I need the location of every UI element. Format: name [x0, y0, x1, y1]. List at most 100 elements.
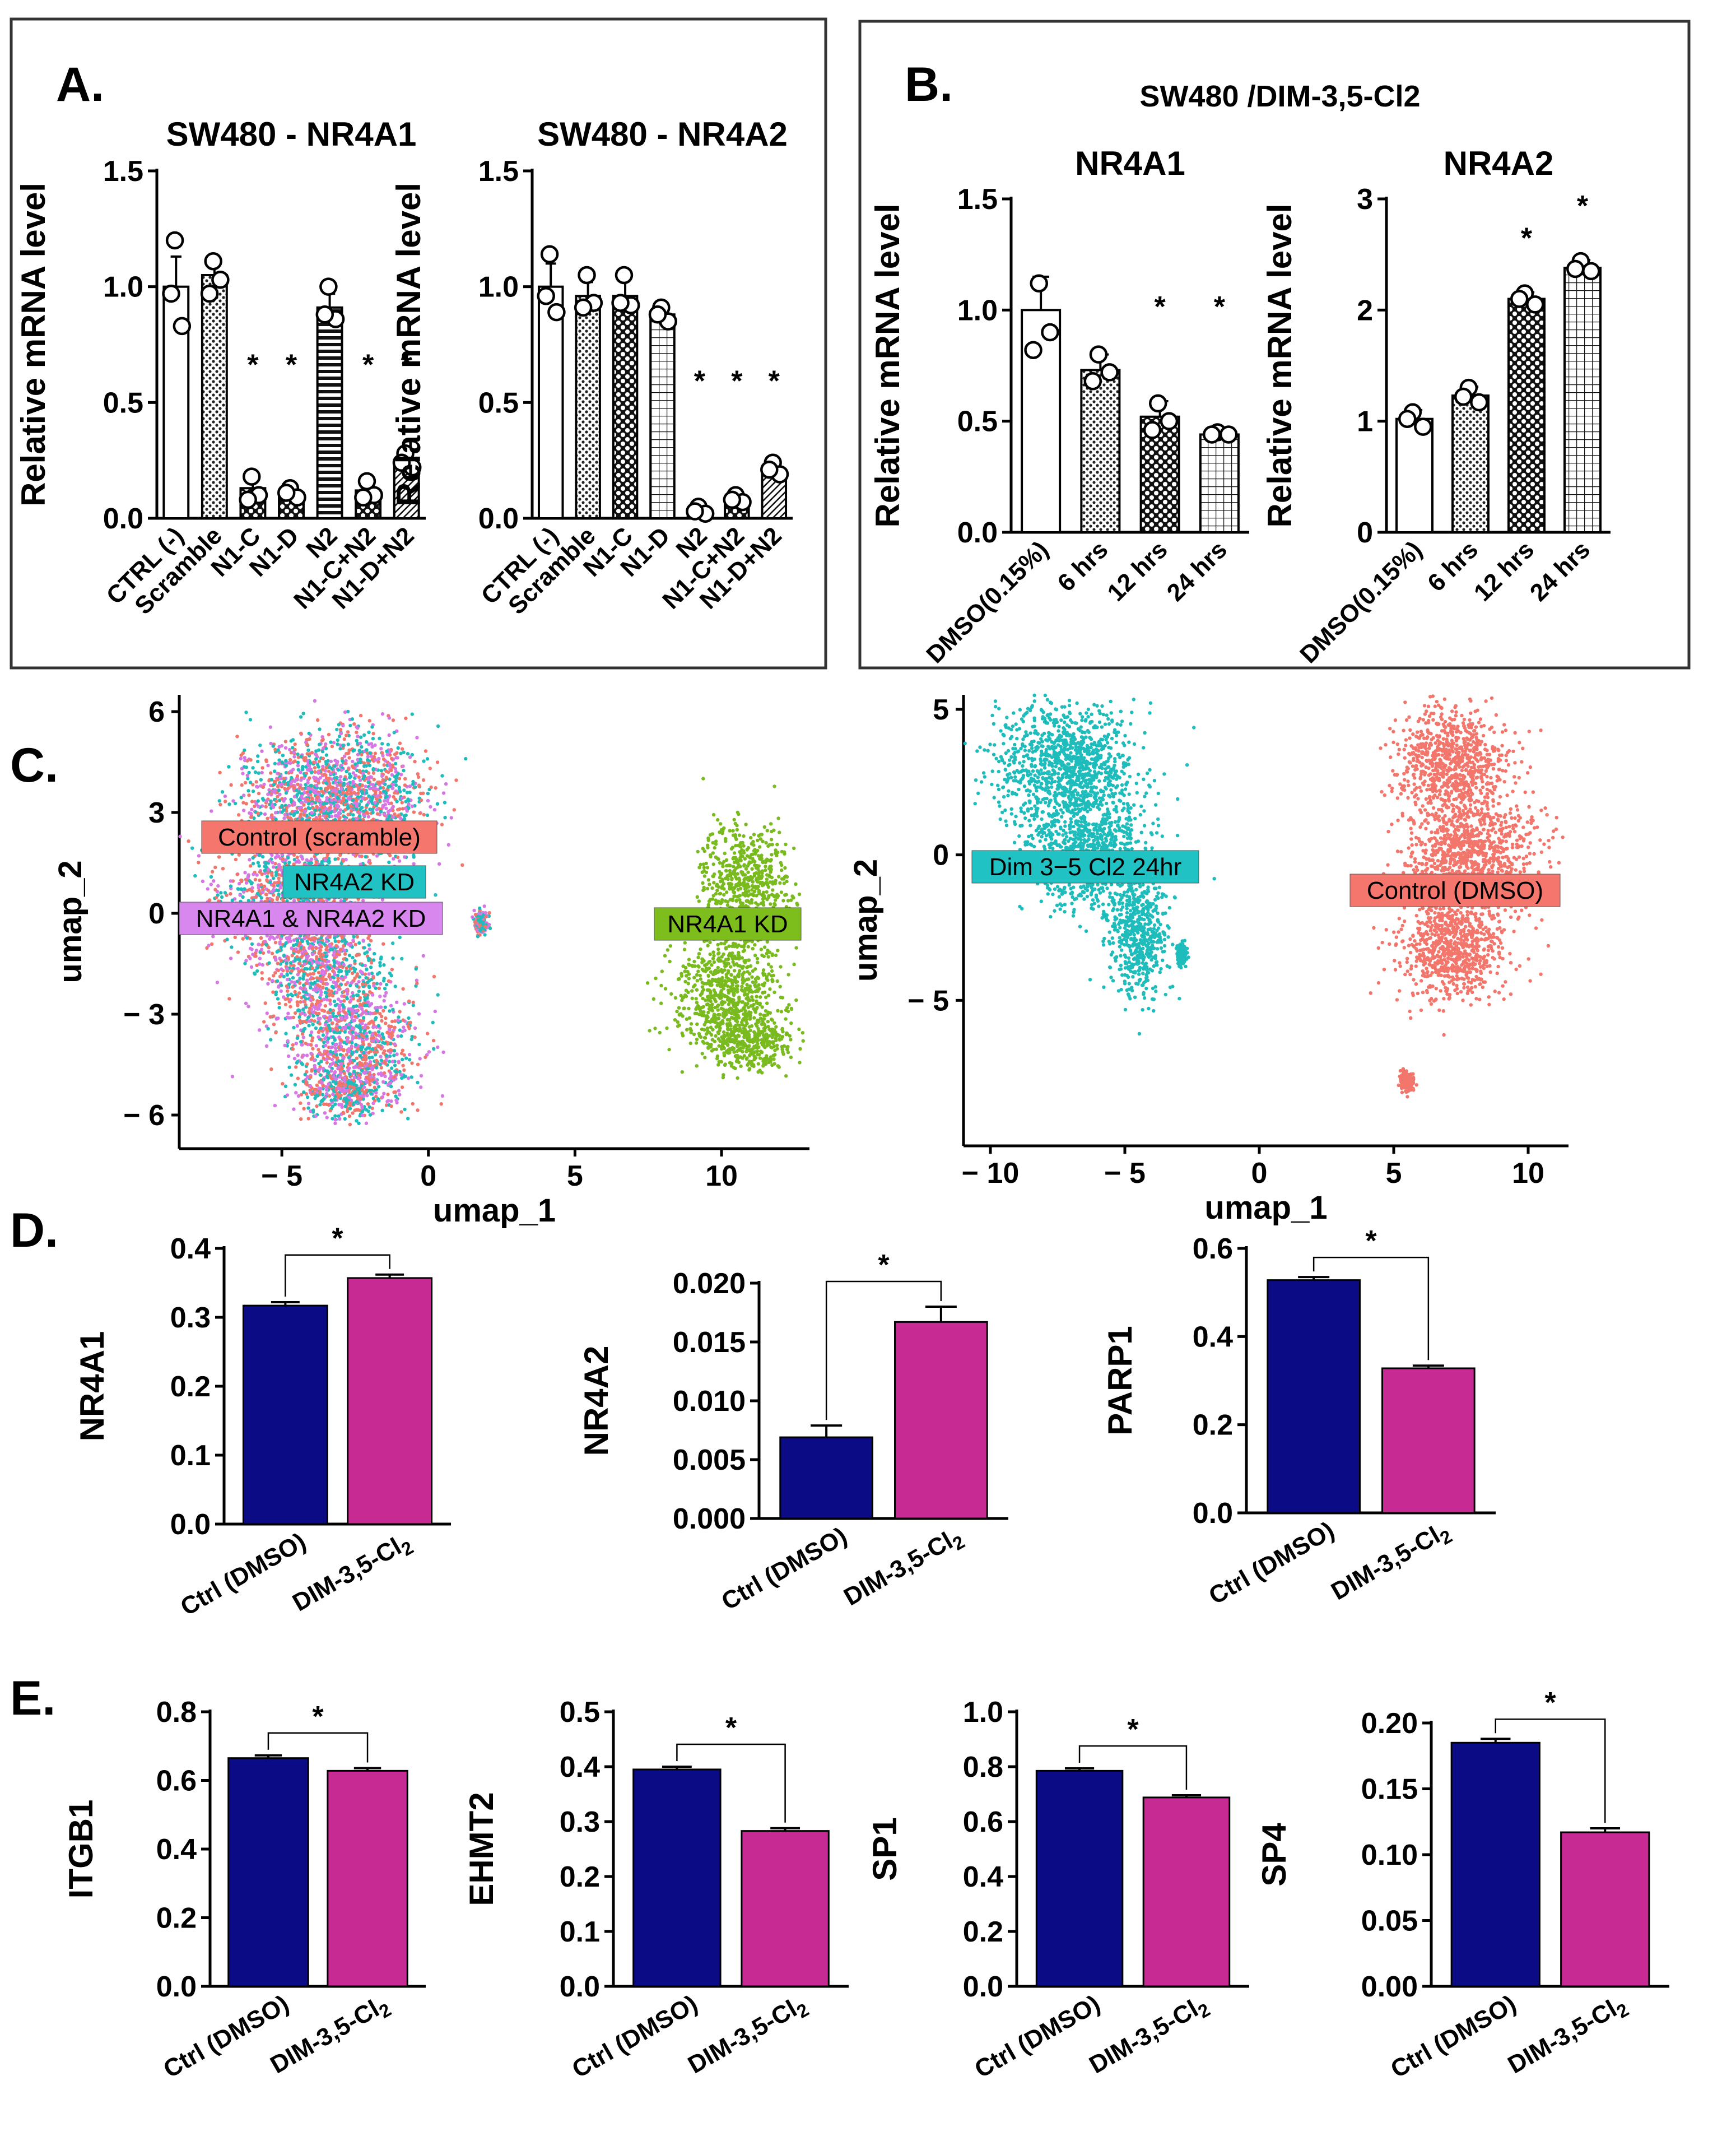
cell-point	[320, 739, 324, 742]
cell-point	[332, 953, 336, 957]
cell-point	[338, 948, 343, 951]
cell-point	[419, 798, 423, 802]
cell-point	[298, 786, 302, 789]
cell-point	[397, 1015, 401, 1019]
cell-point	[369, 742, 374, 746]
cell-point	[356, 726, 360, 730]
cell-point	[324, 977, 328, 982]
y-axis-label: umap_2	[52, 860, 89, 983]
cell-point	[315, 763, 320, 767]
cell-point	[307, 731, 311, 736]
cell-point	[363, 1029, 367, 1033]
y-tick-label: 2	[1357, 294, 1373, 327]
cell-point	[353, 1089, 357, 1094]
cell-point	[348, 1084, 352, 1089]
cell-point	[400, 956, 404, 961]
cell-point	[382, 977, 386, 981]
cell-point	[413, 760, 417, 764]
cell-point	[241, 801, 245, 805]
cell-point	[300, 794, 304, 798]
cell-point	[255, 784, 259, 789]
cell-point	[339, 800, 344, 804]
cell-point	[330, 1057, 334, 1062]
cell-point	[317, 770, 321, 774]
cell-point	[339, 787, 343, 791]
cell-point	[432, 974, 436, 979]
cell-point	[345, 988, 348, 992]
cell-point	[362, 733, 366, 737]
cell-point	[277, 985, 281, 989]
cell-point	[352, 722, 356, 726]
cell-point	[377, 1033, 381, 1037]
cell-point	[383, 994, 387, 998]
cell-point	[325, 1049, 329, 1053]
cell-point	[338, 728, 343, 732]
cell-point	[367, 985, 371, 990]
cell-point	[336, 805, 340, 809]
cell-point	[245, 773, 249, 778]
cell-point	[375, 854, 379, 858]
cell-point	[344, 982, 348, 987]
cell-point	[325, 788, 329, 792]
cell-point	[343, 710, 347, 714]
cell-point	[347, 756, 351, 760]
cell-point	[423, 1055, 427, 1060]
cell-point	[387, 784, 391, 789]
cell-point	[324, 762, 328, 766]
cell-point	[373, 1085, 376, 1090]
cell-point	[315, 783, 319, 788]
cell-point	[380, 1019, 384, 1023]
cell-point	[324, 811, 328, 815]
cell-point	[396, 807, 400, 812]
cell-point	[314, 1044, 318, 1048]
cell-point	[333, 1004, 337, 1007]
cell-point	[335, 967, 339, 970]
cell-point	[201, 879, 205, 884]
cell-point	[354, 1083, 358, 1088]
cell-point	[367, 719, 371, 723]
cell-point	[358, 814, 362, 818]
cell-point	[384, 983, 389, 987]
cell-point	[325, 1092, 329, 1096]
cell-point	[370, 799, 374, 803]
y-tick-label: 1.5	[103, 155, 143, 188]
cell-point	[379, 1055, 383, 1058]
cell-point	[325, 798, 329, 802]
cell-point	[374, 1016, 378, 1020]
cell-point	[391, 815, 395, 819]
cell-point	[371, 1066, 375, 1070]
cell-point	[291, 1047, 295, 1051]
cell-point	[359, 1079, 362, 1084]
cell-point	[366, 1109, 370, 1113]
cell-point	[351, 1026, 355, 1030]
cell-point	[220, 790, 225, 794]
cell-point	[427, 1050, 431, 1054]
cell-point	[380, 712, 385, 716]
cell-point	[312, 776, 317, 781]
cell-point	[310, 796, 314, 800]
cell-point	[460, 863, 464, 867]
y-tick-label: 1.0	[478, 271, 519, 304]
x-tick-label: DMSO(0.15%)	[921, 536, 1054, 668]
cell-point	[238, 893, 242, 897]
cell-point	[233, 935, 237, 940]
cell-point	[402, 1002, 406, 1006]
cell-point	[296, 967, 300, 971]
cell-point	[378, 995, 382, 998]
cell-point	[251, 953, 255, 956]
cell-point	[411, 779, 415, 784]
cell-point	[345, 992, 350, 996]
data-point	[315, 305, 334, 324]
cell-point	[325, 1116, 329, 1120]
cell-point	[296, 1053, 300, 1057]
cell-point	[315, 1104, 319, 1108]
data-point	[392, 453, 411, 472]
cell-point	[431, 1039, 436, 1043]
cell-point	[348, 775, 352, 779]
cell-point	[324, 781, 329, 786]
cell-point	[436, 1045, 440, 1049]
y-tick-label: 3	[1357, 183, 1373, 216]
y-tick-label: − 6	[123, 1099, 165, 1132]
cell-point	[391, 956, 395, 960]
cell-point	[371, 1025, 375, 1029]
